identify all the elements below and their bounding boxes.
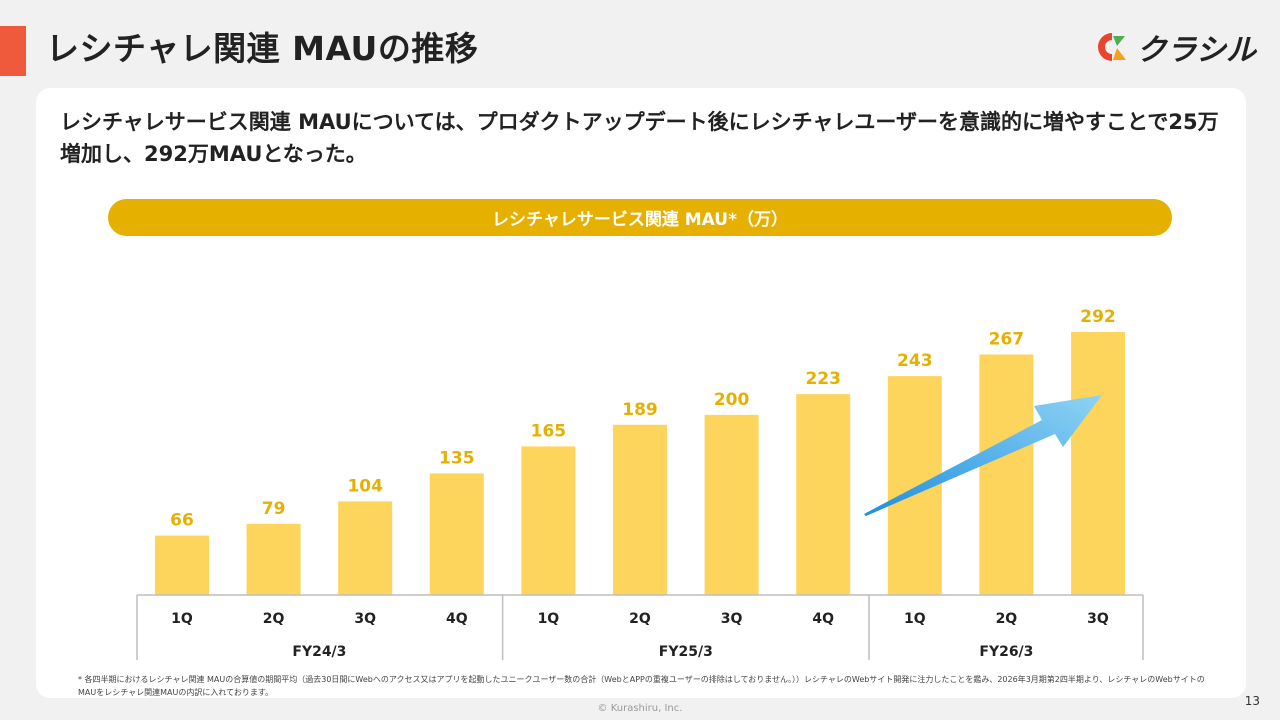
trend-arrow-icon [864,395,1102,516]
copyright: © Kurashiru, Inc. [597,703,683,714]
group-label: FY24/3 [292,644,346,660]
page-title: レシチャレ関連 MAUの推移 [46,29,479,68]
bar [429,473,484,595]
data-label: 223 [805,369,841,389]
category-label: 1Q [538,611,560,627]
category-label: 3Q [354,611,376,627]
category-label: 2Q [629,611,651,627]
category-label: 4Q [446,611,468,627]
footnote: * 各四半期におけるレシチャレ関連 MAUの合算値の期間平均（過去30日間にWe… [78,675,1205,697]
title-accent-bar [0,26,26,76]
data-label: 243 [897,351,933,371]
data-label: 189 [622,400,658,420]
data-label: 79 [262,499,286,519]
bar [796,394,851,595]
kurashiru-logo-icon [1097,33,1126,61]
data-label: 104 [347,476,383,496]
data-label: 292 [1080,307,1116,327]
content-card [36,88,1246,698]
category-label: 2Q [263,611,285,627]
bar [704,414,759,595]
bar [613,424,667,595]
lead-text: レシチャレサービス関連 MAUについては、プロダクトアップデート後にレシチャレユ… [60,110,1219,166]
bar [1071,332,1125,595]
page-number: 13 [1244,694,1260,708]
category-label: 3Q [1087,611,1109,627]
category-label: 1Q [904,611,926,627]
group-label: FY26/3 [979,644,1033,660]
data-label: 135 [439,448,475,468]
group-label: FY25/3 [659,644,713,660]
data-label: 165 [531,421,567,441]
chart-title-banner: レシチャレサービス関連 MAU*（万） [108,199,1172,236]
category-label: 1Q [171,611,193,627]
bar [155,535,209,595]
data-label: 200 [714,390,750,410]
bar [246,523,301,595]
category-label: 3Q [721,611,743,627]
logo-text: クラシル [1136,33,1256,68]
category-label: 2Q [996,611,1018,627]
data-label: 267 [989,330,1025,350]
kurashiru-logo: クラシル [1095,26,1256,68]
bar [979,354,1034,595]
category-label: 4Q [812,611,834,627]
data-label: 66 [170,511,194,531]
bar [338,501,393,595]
bar [521,446,576,595]
